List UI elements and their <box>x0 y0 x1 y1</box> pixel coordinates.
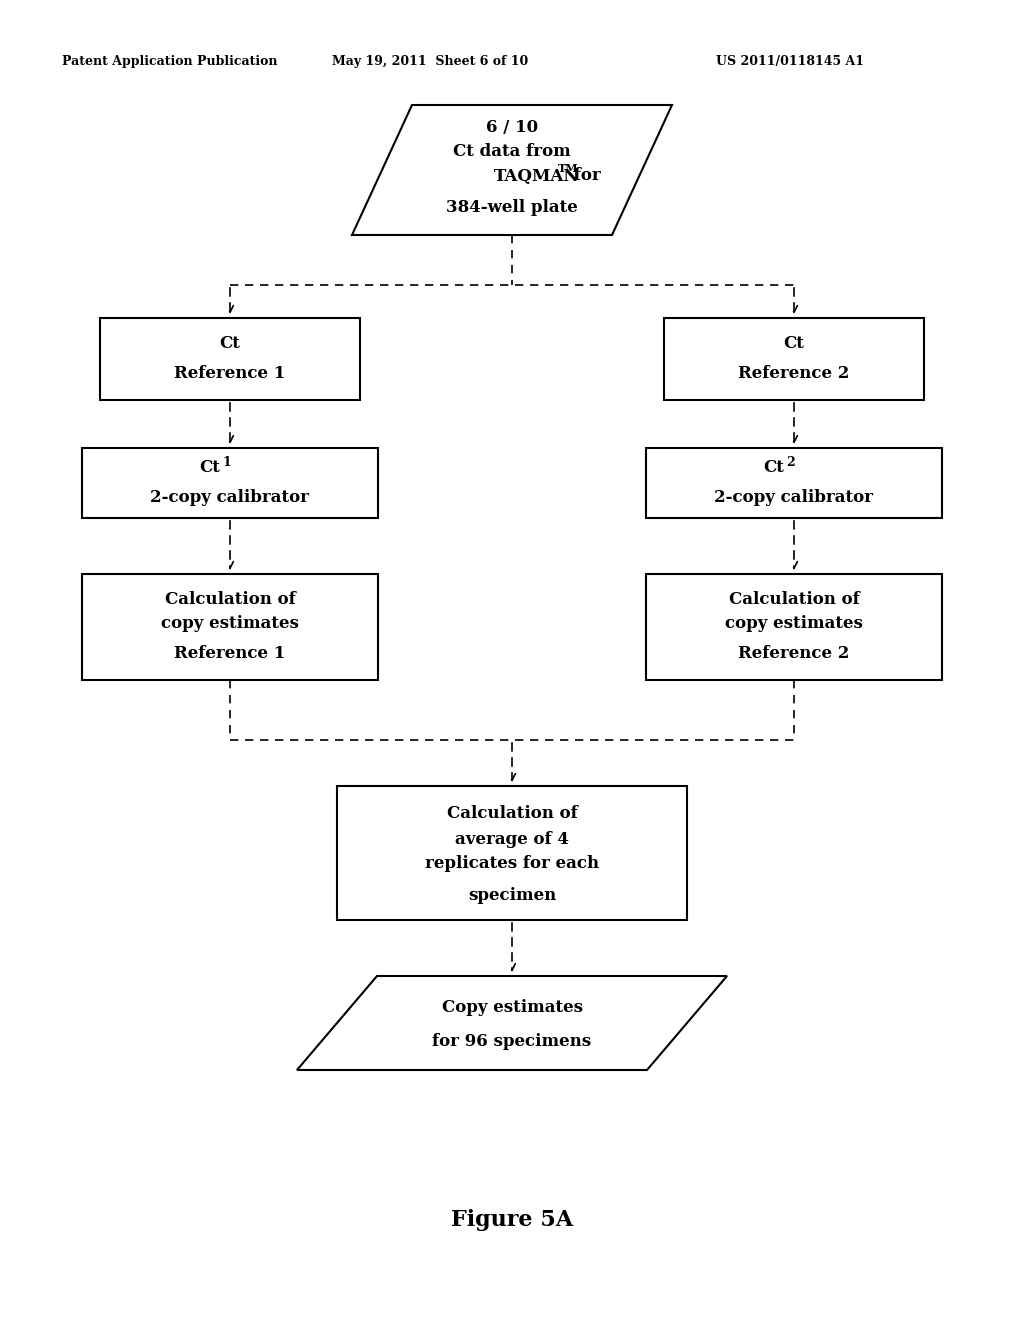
Text: Reference 2: Reference 2 <box>738 366 850 383</box>
Text: Calculation of: Calculation of <box>165 591 295 609</box>
Polygon shape <box>352 106 672 235</box>
Text: for 96 specimens: for 96 specimens <box>432 1034 592 1051</box>
Text: US 2011/0118145 A1: US 2011/0118145 A1 <box>716 55 864 69</box>
Bar <box>337 785 687 920</box>
Bar <box>82 574 378 680</box>
Text: May 19, 2011  Sheet 6 of 10: May 19, 2011 Sheet 6 of 10 <box>332 55 528 69</box>
Text: TM: TM <box>558 162 579 173</box>
Text: TAQMAN: TAQMAN <box>494 168 580 185</box>
Bar <box>646 447 942 517</box>
Bar <box>664 318 924 400</box>
Text: Calculation of: Calculation of <box>729 591 859 609</box>
Text: Reference 2: Reference 2 <box>738 644 850 661</box>
Text: 2-copy calibrator: 2-copy calibrator <box>151 488 309 506</box>
Text: Calculation of: Calculation of <box>446 805 578 822</box>
Bar <box>82 447 378 517</box>
Text: Figure 5A: Figure 5A <box>451 1209 573 1232</box>
Text: 6 / 10: 6 / 10 <box>486 120 538 136</box>
Text: Ct: Ct <box>199 459 220 477</box>
Polygon shape <box>297 975 727 1071</box>
Text: Patent Application Publication: Patent Application Publication <box>62 55 278 69</box>
Text: 2: 2 <box>786 455 795 469</box>
Text: average of 4: average of 4 <box>455 830 569 847</box>
Text: Ct: Ct <box>219 334 241 351</box>
Text: copy estimates: copy estimates <box>725 615 863 632</box>
Text: copy estimates: copy estimates <box>161 615 299 632</box>
Text: Reference 1: Reference 1 <box>174 366 286 383</box>
Bar <box>100 318 360 400</box>
Text: Ct: Ct <box>763 459 784 477</box>
Text: Ct data from: Ct data from <box>454 144 570 161</box>
Text: 384-well plate: 384-well plate <box>446 198 578 215</box>
Text: for: for <box>568 168 601 185</box>
Text: specimen: specimen <box>468 887 556 903</box>
Text: Copy estimates: Copy estimates <box>441 999 583 1016</box>
Text: Ct: Ct <box>783 334 805 351</box>
Bar <box>646 574 942 680</box>
Text: 2-copy calibrator: 2-copy calibrator <box>715 488 873 506</box>
Text: 1: 1 <box>222 455 230 469</box>
Text: Reference 1: Reference 1 <box>174 644 286 661</box>
Text: replicates for each: replicates for each <box>425 855 599 873</box>
